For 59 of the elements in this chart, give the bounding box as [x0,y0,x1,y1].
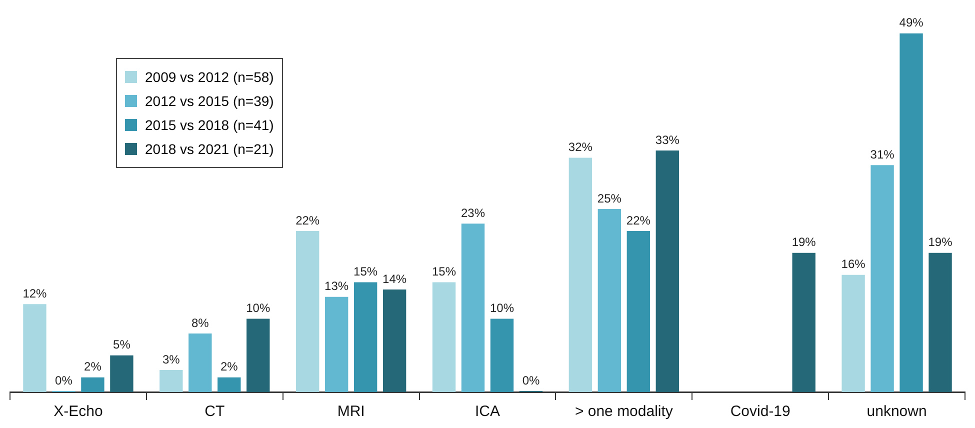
bar [598,209,622,392]
bar [382,290,406,392]
x-tick-label: > one modality [574,403,674,420]
data-label: 3% [162,352,180,366]
bar [218,377,241,392]
data-label: 23% [460,206,486,220]
legend-label: 2012 vs 2015 (n=39) [145,93,274,109]
data-label: 49% [899,16,924,30]
data-label: 12% [22,286,48,300]
x-tick-label: CT [204,403,225,420]
data-label: 2% [220,360,238,374]
bar [23,304,46,392]
bar [870,165,894,392]
data-label: 10% [490,301,514,316]
bar [900,33,923,392]
bar [461,224,485,392]
bar [432,282,456,392]
bar [246,318,270,392]
bar [928,252,952,392]
bar [354,282,378,392]
bar [110,355,134,392]
data-label: 14% [382,272,407,286]
data-label: 0% [522,373,540,388]
bar [296,230,320,392]
legend-label: 2018 vs 2021 (n=21) [145,141,274,157]
data-label: 16% [841,257,866,272]
bar [490,318,514,392]
data-label: 19% [792,235,816,250]
bar [568,158,592,392]
legend-label: 2015 vs 2018 (n=41) [145,117,274,133]
data-label: 2% [84,360,102,374]
data-label: 15% [354,264,378,279]
bar [188,333,212,392]
bar [626,230,650,392]
data-label: 31% [870,147,895,162]
x-tick-label: X-Echo [54,403,103,420]
data-label: 5% [113,338,131,352]
data-label: 32% [568,140,593,154]
data-label: 15% [432,264,456,279]
data-label: 22% [626,213,651,228]
x-tick-label: Covid-19 [730,403,790,420]
data-label: 19% [928,235,953,250]
data-label: 25% [597,191,622,206]
bar [842,274,865,392]
data-label: 0% [55,373,73,388]
bar [324,296,348,392]
bar [160,370,183,392]
x-tick-label: MRI [337,403,365,420]
bar [656,150,680,392]
bar [792,252,816,392]
data-label: 22% [296,213,320,228]
data-label: 13% [324,279,349,294]
bar [81,377,104,392]
x-tick-label: ICA [474,403,500,420]
x-tick-label: unknown [866,403,927,420]
legend-label: 2009 vs 2012 (n=58) [145,69,274,85]
data-label: 8% [191,316,210,330]
data-label: 10% [246,301,270,316]
data-label: 33% [655,132,680,147]
